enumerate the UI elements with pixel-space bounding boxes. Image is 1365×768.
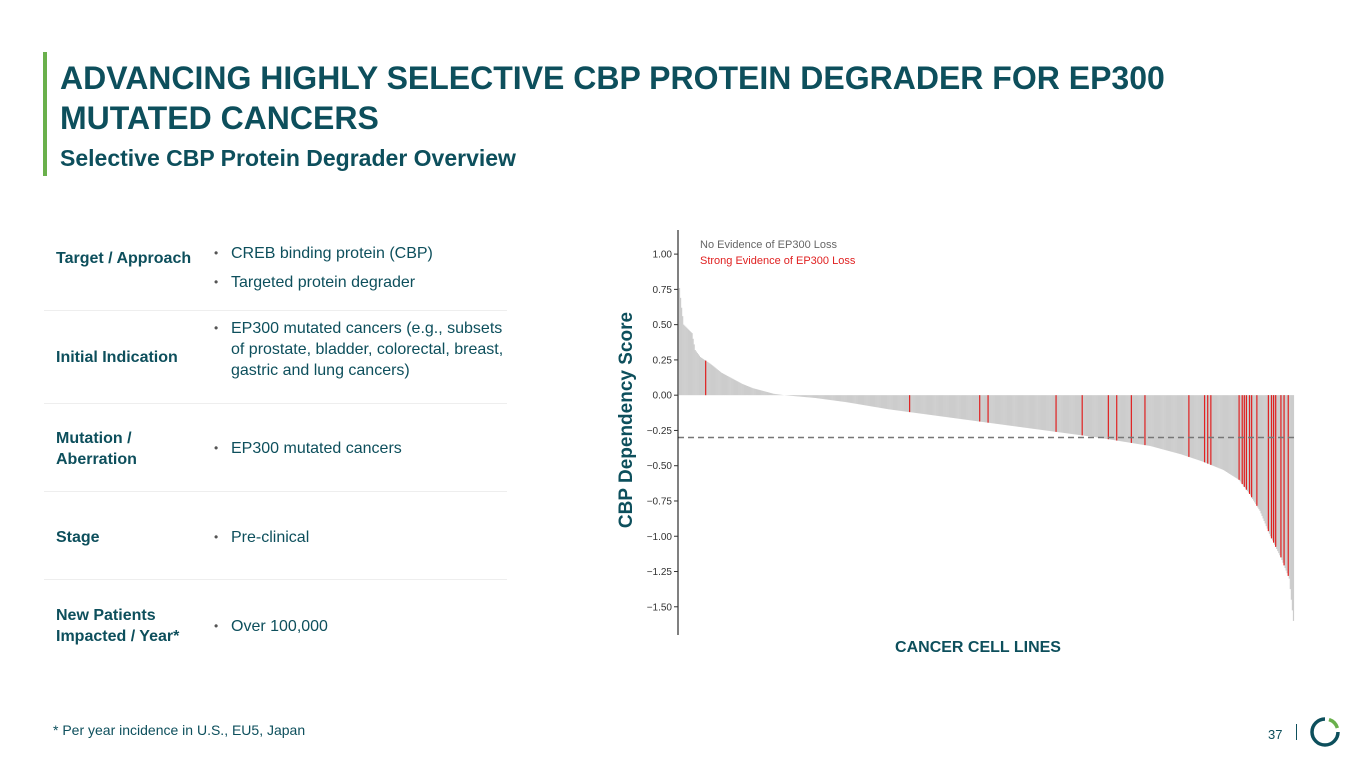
y-tick-label: 0.50 bbox=[653, 320, 673, 331]
bars-strong-evidence bbox=[705, 360, 1289, 576]
row-value-item: Over 100,000 bbox=[214, 616, 504, 637]
y-ticks: 1.00 0.75 0.50 0.25 0.00 −0.25 −0.50 −0.75 −1.00… bbox=[647, 250, 678, 613]
row-label: Mutation / Aberration bbox=[56, 430, 137, 468]
row-value-item: Targeted protein degrader bbox=[214, 272, 504, 293]
row-label: Target / Approach bbox=[56, 250, 192, 267]
page-title: ADVANCING HIGHLY SELECTIVE CBP PROTEIN D… bbox=[60, 60, 1165, 136]
row-value-item: EP300 mutated cancers bbox=[214, 438, 504, 459]
row-label: New Patients Impacted / Year* bbox=[56, 607, 180, 645]
row-value-item: CREB binding protein (CBP) bbox=[214, 243, 504, 264]
y-tick-label: −0.25 bbox=[647, 426, 673, 437]
y-tick-label: 0.25 bbox=[653, 355, 673, 366]
row-value-list: CREB binding protein (CBP) Targeted prot… bbox=[214, 243, 504, 301]
page-subtitle: Selective CBP Protein Degrader Overview bbox=[60, 145, 516, 171]
y-tick-label: 1.00 bbox=[653, 250, 673, 261]
legend-entry-no-evidence: No Evidence of EP300 Loss bbox=[700, 239, 837, 251]
row-value-list: Pre-clinical bbox=[214, 527, 504, 556]
page-number-divider bbox=[1296, 724, 1297, 740]
x-axis-title: CANCER CELL LINES bbox=[895, 639, 1061, 656]
table-row-mutation: Mutation / Aberration EP300 mutated canc… bbox=[44, 404, 507, 492]
row-value-item: Pre-clinical bbox=[214, 527, 504, 548]
cbp-dependency-chart: 1.00 0.75 0.50 0.25 0.00 −0.25 −0.50 −0.75 −1.00… bbox=[616, 230, 1295, 656]
y-axis-title: CBP Dependency Score bbox=[616, 312, 637, 528]
page-number: 37 bbox=[1268, 727, 1283, 742]
y-tick-label: −0.50 bbox=[647, 461, 673, 472]
y-tick-label: −1.25 bbox=[647, 567, 673, 578]
company-logo-icon bbox=[1310, 717, 1340, 747]
table-row-target: Target / Approach CREB binding protein (… bbox=[44, 228, 507, 311]
row-label: Initial Indication bbox=[56, 349, 178, 366]
footnote: * Per year incidence in U.S., EU5, Japan bbox=[53, 722, 306, 738]
row-label: Stage bbox=[56, 529, 100, 546]
overview-table: Target / Approach CREB binding protein (… bbox=[44, 228, 507, 670]
table-row-stage: Stage Pre-clinical bbox=[44, 492, 507, 580]
y-tick-label: −1.00 bbox=[647, 532, 673, 543]
table-row-indication: Initial Indication EP300 mutated cancers… bbox=[44, 311, 507, 404]
title-accent-bar bbox=[43, 52, 47, 176]
bars-no-evidence bbox=[678, 287, 1295, 621]
y-tick-label: −0.75 bbox=[647, 496, 673, 507]
legend-entry-strong-evidence: Strong Evidence of EP300 Loss bbox=[700, 255, 856, 267]
row-value-list: EP300 mutated cancers bbox=[214, 438, 504, 467]
table-row-patients: New Patients Impacted / Year* Over 100,0… bbox=[44, 580, 507, 670]
row-value-list: EP300 mutated cancers (e.g., subsets of … bbox=[214, 318, 504, 389]
y-tick-label: 0.00 bbox=[653, 391, 673, 402]
row-value-item: EP300 mutated cancers (e.g., subsets of … bbox=[214, 318, 504, 381]
y-tick-label: 0.75 bbox=[653, 285, 673, 296]
y-tick-label: −1.50 bbox=[647, 602, 673, 613]
row-value-list: Over 100,000 bbox=[214, 616, 504, 645]
